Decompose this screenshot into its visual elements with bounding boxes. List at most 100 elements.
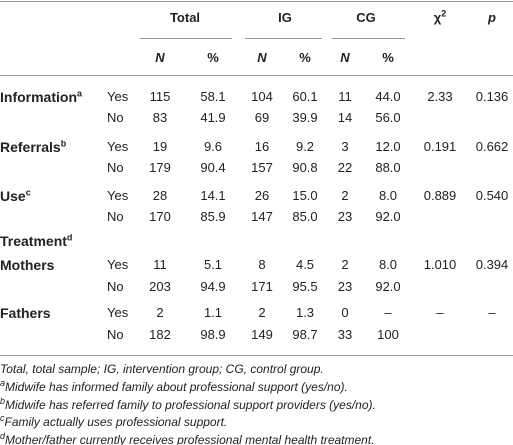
row-level: No (107, 279, 124, 294)
group-header: IG (278, 10, 292, 25)
cell: 85.9 (200, 209, 226, 224)
cell: 2 (341, 257, 349, 272)
cell: 69 (254, 110, 270, 125)
cell: 19 (152, 139, 168, 154)
label-sup: a (77, 88, 83, 99)
cell: 92.0 (375, 209, 401, 224)
rule (0, 75, 513, 76)
label-sup: d (66, 232, 73, 243)
label-text: Referrals (0, 139, 61, 155)
label-text: Treatment (0, 233, 67, 249)
cell: 23 (337, 209, 353, 224)
cell: 95.5 (292, 279, 318, 294)
footnote: Total, total sample; IG, intervention gr… (0, 361, 324, 377)
cell: 1.3 (295, 305, 315, 320)
row-label: Informationa (0, 89, 82, 105)
row-level: Yes (107, 305, 129, 320)
label-text: Fathers (0, 305, 51, 321)
rule (0, 355, 513, 356)
row-level: No (107, 160, 124, 175)
footnote-sup: d (0, 431, 6, 441)
row-label: Usec (0, 188, 31, 204)
cell: 8 (258, 257, 266, 272)
cell: 8.0 (378, 188, 398, 203)
cell: 3 (341, 139, 349, 154)
cell: 182 (149, 327, 171, 342)
footnote-text: Midwife has informed family about profes… (5, 380, 348, 394)
cell: 44.0 (375, 89, 401, 104)
cell: 0 (341, 305, 349, 320)
cell: 0.540 (475, 188, 509, 203)
rule (245, 38, 322, 39)
cell: 2.33 (427, 89, 453, 104)
cell: 11 (153, 257, 167, 272)
cell: – (488, 305, 496, 320)
cell: 56.0 (375, 110, 401, 125)
cell: 149 (251, 327, 273, 342)
cell: 0.394 (475, 257, 509, 272)
cell: 157 (251, 160, 273, 175)
cell: 58.1 (200, 89, 226, 104)
cell: 98.7 (292, 327, 318, 342)
cell: 23 (337, 279, 353, 294)
chi-header: χ2 (434, 8, 447, 26)
footnote: aMidwife has informed family about profe… (0, 379, 348, 395)
row-label: Fathers (0, 305, 51, 321)
footnote: cFamily actually uses professional suppo… (0, 414, 227, 430)
cell: 26 (254, 188, 270, 203)
cell: 2 (258, 305, 266, 320)
cell: 2 (341, 188, 349, 203)
row-level: No (107, 209, 124, 224)
cell: 100 (377, 327, 399, 342)
cell: 1.1 (203, 305, 223, 320)
footnote-text: Mother/father currently receives profess… (5, 433, 375, 445)
cell: 41.9 (200, 110, 226, 125)
sub-header: N (340, 50, 350, 65)
footnote-sup: c (0, 413, 5, 423)
cell: 203 (149, 279, 171, 294)
label-sup: b (60, 138, 67, 149)
cell: 170 (149, 209, 171, 224)
row-level: Yes (107, 89, 129, 104)
p-header: p (488, 10, 496, 25)
cell: 5.1 (203, 257, 223, 272)
cell: 90.4 (200, 160, 226, 175)
label-sup: c (25, 187, 31, 198)
footnote: bMidwife has referred family to professi… (0, 397, 376, 413)
cell: 9.2 (295, 139, 315, 154)
rule (0, 1, 513, 2)
rule (332, 38, 405, 39)
cell: 147 (251, 209, 273, 224)
footnote-text: Total, total sample; IG, intervention gr… (0, 362, 324, 376)
cell: 8.0 (378, 257, 398, 272)
row-level: Yes (107, 139, 129, 154)
rule (140, 38, 232, 39)
cell: – (384, 305, 392, 320)
cell: 115 (149, 89, 171, 104)
cell: 22 (337, 160, 353, 175)
group-header: Total (169, 10, 201, 25)
cell: 1.010 (423, 257, 457, 272)
row-level: Yes (107, 188, 129, 203)
footnote-text: Midwife has referred family to professio… (5, 398, 376, 412)
cell: 39.9 (292, 110, 318, 125)
cell: 14.1 (200, 188, 226, 203)
chi-sup: 2 (441, 8, 447, 19)
row-level: Yes (107, 257, 129, 272)
cell: 9.6 (203, 139, 223, 154)
label-text: Use (0, 188, 26, 204)
row-label: Referralsb (0, 139, 66, 155)
cell: 0.662 (475, 139, 509, 154)
cell: 90.8 (292, 160, 318, 175)
cell: 4.5 (295, 257, 315, 272)
footnote-sup: b (0, 396, 6, 406)
cell: 98.9 (200, 327, 226, 342)
label-text: Mothers (0, 257, 55, 273)
cell: 104 (251, 89, 273, 104)
footnote: dMother/father currently receives profes… (0, 432, 375, 445)
cell: 11 (338, 89, 352, 104)
sub-header: % (207, 50, 219, 65)
footnote-sup: a (0, 378, 6, 388)
cell: 94.9 (200, 279, 226, 294)
